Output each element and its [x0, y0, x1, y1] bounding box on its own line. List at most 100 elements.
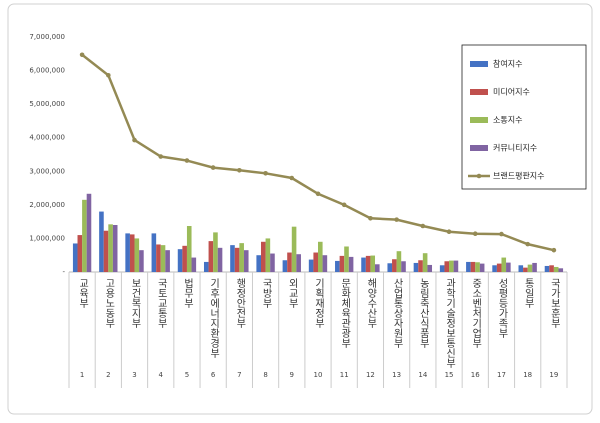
bar	[344, 246, 349, 272]
bar	[392, 259, 397, 272]
bar	[99, 211, 104, 272]
bar	[151, 233, 157, 272]
x-tick-label: 국토교통부	[155, 278, 167, 329]
rank-label: 7	[237, 371, 241, 379]
y-tick-label: 7,000,000	[29, 33, 65, 41]
bar	[108, 224, 113, 272]
x-tick-label: 교육부	[77, 278, 89, 309]
x-tick-label: 과학기술정보통신부	[444, 278, 456, 369]
bar	[282, 260, 288, 272]
legend-label: 커뮤니티지수	[493, 143, 537, 153]
line-marker	[499, 231, 504, 237]
x-tick-label: 보건복지부	[129, 278, 141, 329]
bar	[479, 263, 485, 272]
bar	[453, 260, 459, 272]
bar	[558, 268, 564, 272]
legend-swatch	[470, 117, 488, 123]
y-tick-label: 1,000,000	[29, 234, 65, 242]
line-marker	[472, 231, 478, 237]
bar	[103, 230, 109, 272]
line-marker	[446, 229, 452, 235]
bar	[308, 259, 314, 272]
x-tick-label: 통일부	[522, 278, 534, 309]
line-marker	[263, 171, 268, 176]
bar	[496, 263, 502, 272]
legend-swatch	[470, 89, 488, 95]
rank-label: 3	[132, 371, 136, 379]
bar	[296, 254, 301, 272]
bar	[427, 264, 433, 272]
x-tick-label: 국가보훈부	[548, 278, 560, 329]
bar	[139, 250, 144, 272]
bar	[156, 244, 161, 272]
bar	[527, 264, 533, 272]
bar	[82, 199, 87, 272]
x-tick-label: 기획재정부	[313, 278, 325, 329]
line-marker	[210, 165, 216, 170]
bar	[361, 257, 366, 272]
bar	[370, 255, 376, 272]
bar	[501, 257, 507, 272]
bar	[375, 264, 380, 272]
rank-label: 15	[445, 371, 454, 379]
rank-label: 18	[523, 371, 532, 379]
x-tick-label: 성평등가족부	[496, 278, 508, 339]
bar	[439, 265, 445, 272]
legend-label: 참여지수	[493, 59, 522, 69]
bar	[234, 247, 240, 272]
bar	[506, 262, 511, 272]
rank-label: 2	[106, 371, 110, 379]
bar	[422, 253, 428, 272]
rank-label: 17	[497, 371, 506, 379]
legend-swatch	[476, 173, 482, 179]
bar	[72, 243, 78, 272]
rank-label: 13	[392, 371, 401, 379]
legend-swatch	[470, 61, 488, 67]
bar	[549, 265, 554, 272]
rank-label: 16	[471, 371, 480, 379]
bar	[348, 256, 354, 272]
line-marker	[525, 241, 530, 247]
bar	[466, 261, 471, 272]
bar	[186, 226, 192, 272]
bar	[492, 265, 497, 272]
bar	[230, 245, 235, 272]
line-marker	[237, 167, 242, 173]
bar	[544, 265, 550, 272]
bar	[165, 250, 170, 272]
bar	[518, 265, 524, 272]
x-tick-label: 국방부	[260, 278, 272, 309]
line-marker	[420, 223, 426, 229]
bar	[318, 241, 323, 272]
bar	[203, 261, 209, 272]
bar	[470, 261, 476, 272]
legend-swatch	[470, 145, 488, 151]
bar	[243, 250, 249, 272]
line-marker	[184, 158, 190, 163]
bar	[444, 261, 450, 272]
legend-label: 소통지수	[493, 116, 522, 125]
bar	[239, 243, 244, 272]
line-marker	[132, 137, 137, 143]
rank-label: 8	[263, 371, 267, 379]
bar	[125, 233, 130, 272]
rank-label: 1	[80, 371, 84, 379]
x-tick-label: 해양수산부	[365, 277, 377, 329]
rank-label: 10	[314, 371, 323, 379]
x-tick-label: 산업통상자원부	[391, 278, 403, 349]
bar	[287, 252, 292, 272]
bar	[401, 261, 406, 272]
bar	[322, 255, 328, 272]
rank-label: 12	[366, 371, 375, 379]
bar	[217, 247, 223, 272]
rank-label: 4	[159, 371, 164, 379]
x-tick-label: 문화체육관광부	[339, 278, 351, 349]
line-marker	[158, 154, 164, 159]
line-marker	[106, 72, 111, 78]
bar	[129, 234, 135, 272]
bar	[532, 262, 537, 272]
rank-label: 11	[340, 371, 349, 379]
x-tick-label: 농림축산식품부	[417, 278, 429, 349]
bar	[396, 251, 402, 272]
